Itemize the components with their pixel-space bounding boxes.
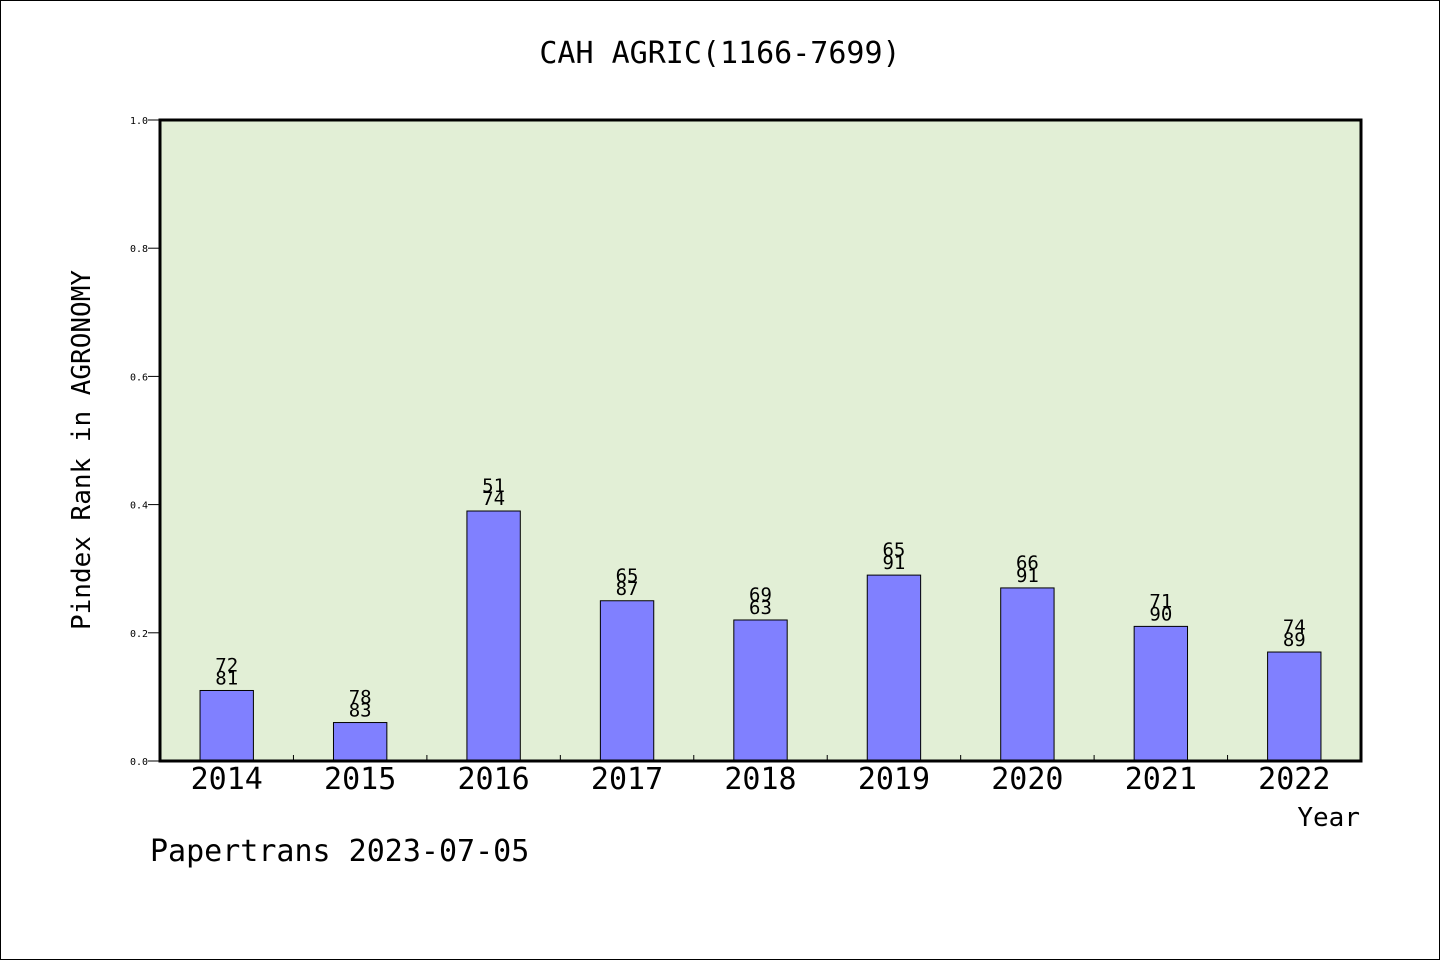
bar [1267, 651, 1322, 762]
bar-annotation: 83 [349, 700, 372, 722]
x-tick-label: 2017 [591, 762, 663, 797]
plot-border [158, 118, 1363, 763]
bar-annotation: 81 [215, 667, 238, 689]
bar-annotation: 90 [1149, 603, 1172, 625]
y-tick-label: 0.2 [130, 629, 148, 640]
bar-annotation: 74 [1283, 616, 1306, 638]
bar-annotation: 69 [749, 584, 772, 606]
bar [199, 689, 254, 762]
bar-annotation: 51 [482, 475, 505, 497]
x-tick-label: 2022 [1258, 762, 1330, 797]
x-tick-label: 2018 [724, 762, 796, 797]
bar [466, 510, 521, 762]
y-tick-label: 0.6 [130, 372, 148, 383]
x-tick-label: 2015 [324, 762, 396, 797]
x-tick-label: 2014 [191, 762, 263, 797]
x-tick-label: 2021 [1125, 762, 1197, 797]
y-tick-label: 0.0 [130, 757, 148, 768]
bar-annotation: 89 [1283, 629, 1306, 651]
x-axis-label: Year [1297, 803, 1360, 833]
bar-annotation: 87 [616, 578, 639, 600]
chart-title: CAH AGRIC(1166-7699) [539, 36, 901, 71]
bar-annotation: 66 [1016, 552, 1039, 574]
y-axis-label: Pindex Rank in AGRONOMY [67, 270, 97, 630]
y-tick-label: 0.8 [130, 244, 148, 255]
x-tick-label: 2020 [991, 762, 1063, 797]
bar [866, 574, 922, 762]
bar-annotation: 91 [1016, 565, 1039, 587]
bar-annotation: 72 [215, 654, 238, 676]
bar [1000, 587, 1055, 762]
bar [599, 600, 655, 762]
bar-annotation: 65 [616, 565, 639, 587]
bar [332, 722, 388, 762]
bar-annotation: 78 [349, 687, 372, 709]
bar [733, 619, 788, 762]
bar-annotation: 74 [482, 488, 505, 510]
y-tick-label: 1.0 [130, 116, 148, 127]
bar-annotation: 65 [882, 539, 905, 561]
x-tick-label: 2019 [858, 762, 930, 797]
bar-annotation: 91 [882, 552, 905, 574]
bar-annotation: 71 [1149, 590, 1172, 612]
bar [1133, 625, 1189, 762]
footer-note: Papertrans 2023-07-05 [150, 834, 530, 869]
y-tick-label: 0.4 [130, 501, 148, 512]
x-tick-label: 2016 [457, 762, 529, 797]
bar-annotation: 63 [749, 597, 772, 619]
